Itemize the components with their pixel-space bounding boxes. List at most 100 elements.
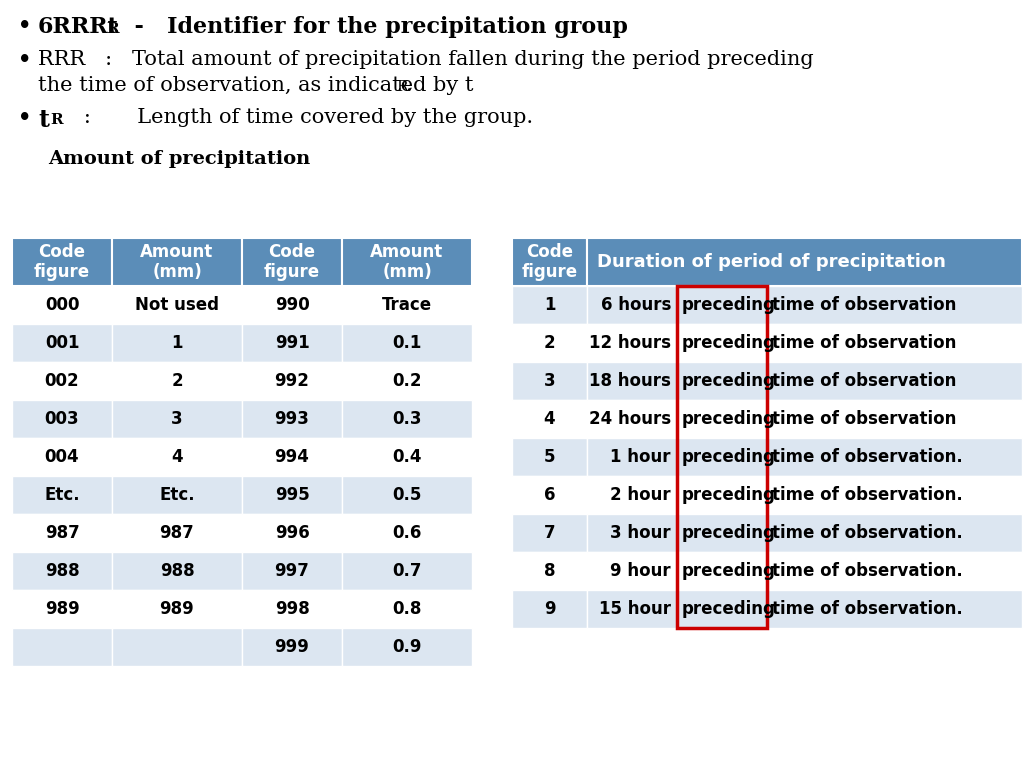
Text: 989: 989	[160, 600, 195, 618]
Text: 9 hour: 9 hour	[610, 562, 671, 580]
Text: 994: 994	[274, 448, 309, 466]
Text: time of observation: time of observation	[772, 296, 956, 314]
Text: 3: 3	[171, 410, 183, 428]
Text: 995: 995	[274, 486, 309, 504]
Text: 12 hours: 12 hours	[589, 334, 671, 352]
Bar	[342, 514, 472, 552]
Bar	[242, 628, 342, 666]
Bar	[587, 238, 1022, 286]
Text: time of observation: time of observation	[772, 410, 956, 428]
Bar	[12, 438, 112, 476]
Text: 0.9: 0.9	[392, 638, 422, 656]
Bar	[12, 628, 112, 666]
Text: 003: 003	[45, 410, 79, 428]
Bar	[242, 362, 342, 400]
Text: RRR   :   Total amount of precipitation fallen during the period preceding: RRR : Total amount of precipitation fall…	[38, 50, 814, 69]
Text: 996: 996	[274, 524, 309, 542]
Text: Amount
(mm): Amount (mm)	[140, 243, 214, 281]
Bar	[677, 438, 767, 476]
Bar	[677, 286, 767, 628]
Text: Code
figure: Code figure	[34, 243, 90, 281]
Text: •: •	[18, 108, 32, 128]
Text: Code
figure: Code figure	[521, 243, 578, 281]
Bar	[112, 476, 242, 514]
Bar	[342, 400, 472, 438]
Bar	[677, 362, 767, 400]
Text: 4: 4	[171, 448, 183, 466]
Text: 0.1: 0.1	[392, 334, 422, 352]
Text: 4: 4	[544, 410, 555, 428]
Bar	[12, 514, 112, 552]
Text: 0.7: 0.7	[392, 562, 422, 580]
Text: 997: 997	[274, 562, 309, 580]
Bar	[512, 400, 587, 438]
Bar	[112, 552, 242, 590]
Bar	[587, 476, 677, 514]
Text: time of observation.: time of observation.	[772, 448, 963, 466]
Text: 001: 001	[45, 334, 79, 352]
Text: preceding: preceding	[682, 372, 776, 390]
Text: Amount
(mm): Amount (mm)	[371, 243, 443, 281]
Text: time of observation: time of observation	[772, 372, 956, 390]
Text: 7: 7	[544, 524, 555, 542]
Bar	[112, 362, 242, 400]
Text: time of observation.: time of observation.	[772, 486, 963, 504]
Bar	[587, 590, 677, 628]
Text: 0.4: 0.4	[392, 448, 422, 466]
Text: the time of observation, as indicated by t: the time of observation, as indicated by…	[38, 76, 473, 95]
Text: preceding: preceding	[682, 600, 776, 618]
Text: .: .	[406, 76, 413, 95]
Bar	[342, 438, 472, 476]
Bar	[342, 324, 472, 362]
Bar	[767, 362, 1022, 400]
Bar	[767, 324, 1022, 362]
Text: :       Length of time covered by the group.: : Length of time covered by the group.	[63, 108, 534, 127]
Text: 5: 5	[544, 448, 555, 466]
Text: Trace: Trace	[382, 296, 432, 314]
Bar	[767, 514, 1022, 552]
Bar	[12, 362, 112, 400]
Text: 002: 002	[45, 372, 79, 390]
Bar	[342, 590, 472, 628]
Text: 8: 8	[544, 562, 555, 580]
Bar	[512, 590, 587, 628]
Text: 0.8: 0.8	[392, 600, 422, 618]
Bar	[512, 362, 587, 400]
Bar	[242, 324, 342, 362]
Text: preceding: preceding	[682, 562, 776, 580]
Text: 0.3: 0.3	[392, 410, 422, 428]
Bar	[112, 590, 242, 628]
Bar	[242, 514, 342, 552]
Text: time of observation: time of observation	[772, 334, 956, 352]
Text: 998: 998	[274, 600, 309, 618]
Text: 2: 2	[544, 334, 555, 352]
Bar	[587, 438, 677, 476]
Bar	[342, 238, 472, 286]
Bar	[677, 552, 767, 590]
Bar	[767, 400, 1022, 438]
Text: 2: 2	[171, 372, 183, 390]
Text: R: R	[396, 80, 408, 94]
Text: 6RRRt: 6RRRt	[38, 16, 119, 38]
Bar	[677, 590, 767, 628]
Bar	[587, 324, 677, 362]
Text: 0.6: 0.6	[392, 524, 422, 542]
Bar	[112, 514, 242, 552]
Bar	[512, 324, 587, 362]
Text: 999: 999	[274, 638, 309, 656]
Bar	[12, 286, 112, 324]
Text: 987: 987	[160, 524, 195, 542]
Text: time of observation.: time of observation.	[772, 600, 963, 618]
Text: preceding: preceding	[682, 448, 776, 466]
Text: 15 hour: 15 hour	[599, 600, 671, 618]
Bar	[242, 400, 342, 438]
Text: time of observation.: time of observation.	[772, 562, 963, 580]
Text: 991: 991	[274, 334, 309, 352]
Text: 0.5: 0.5	[392, 486, 422, 504]
Bar	[512, 552, 587, 590]
Bar	[12, 590, 112, 628]
Bar	[587, 514, 677, 552]
Text: Etc.: Etc.	[44, 486, 80, 504]
Bar	[767, 590, 1022, 628]
Bar	[677, 400, 767, 438]
